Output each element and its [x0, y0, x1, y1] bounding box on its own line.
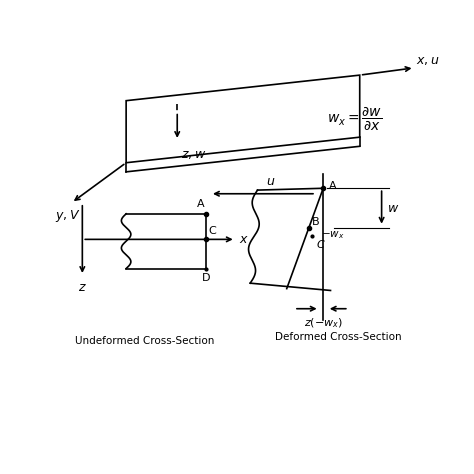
Text: $w$: $w$ [387, 202, 399, 215]
Text: $z$: $z$ [78, 282, 87, 294]
Text: $z(-w_x)$: $z(-w_x)$ [304, 316, 343, 329]
Text: Undeformed Cross-Section: Undeformed Cross-Section [75, 336, 214, 346]
Text: D: D [202, 273, 210, 283]
Text: A: A [328, 182, 337, 191]
Text: $x$: $x$ [239, 233, 249, 246]
Text: $-w_x$: $-w_x$ [321, 229, 345, 241]
Text: Deformed Cross-Section: Deformed Cross-Section [274, 332, 401, 342]
Text: $C$: $C$ [316, 237, 326, 249]
Text: $w_x = \dfrac{\partial w}{\partial x}$: $w_x = \dfrac{\partial w}{\partial x}$ [327, 105, 382, 133]
Text: $y,V$: $y,V$ [55, 209, 81, 224]
Text: C: C [208, 226, 216, 236]
Text: A: A [197, 200, 205, 210]
Text: $z,w$: $z,w$ [181, 148, 206, 161]
Text: $u$: $u$ [265, 175, 275, 188]
Text: $x,u$: $x,u$ [416, 54, 440, 67]
Text: B: B [312, 217, 320, 227]
